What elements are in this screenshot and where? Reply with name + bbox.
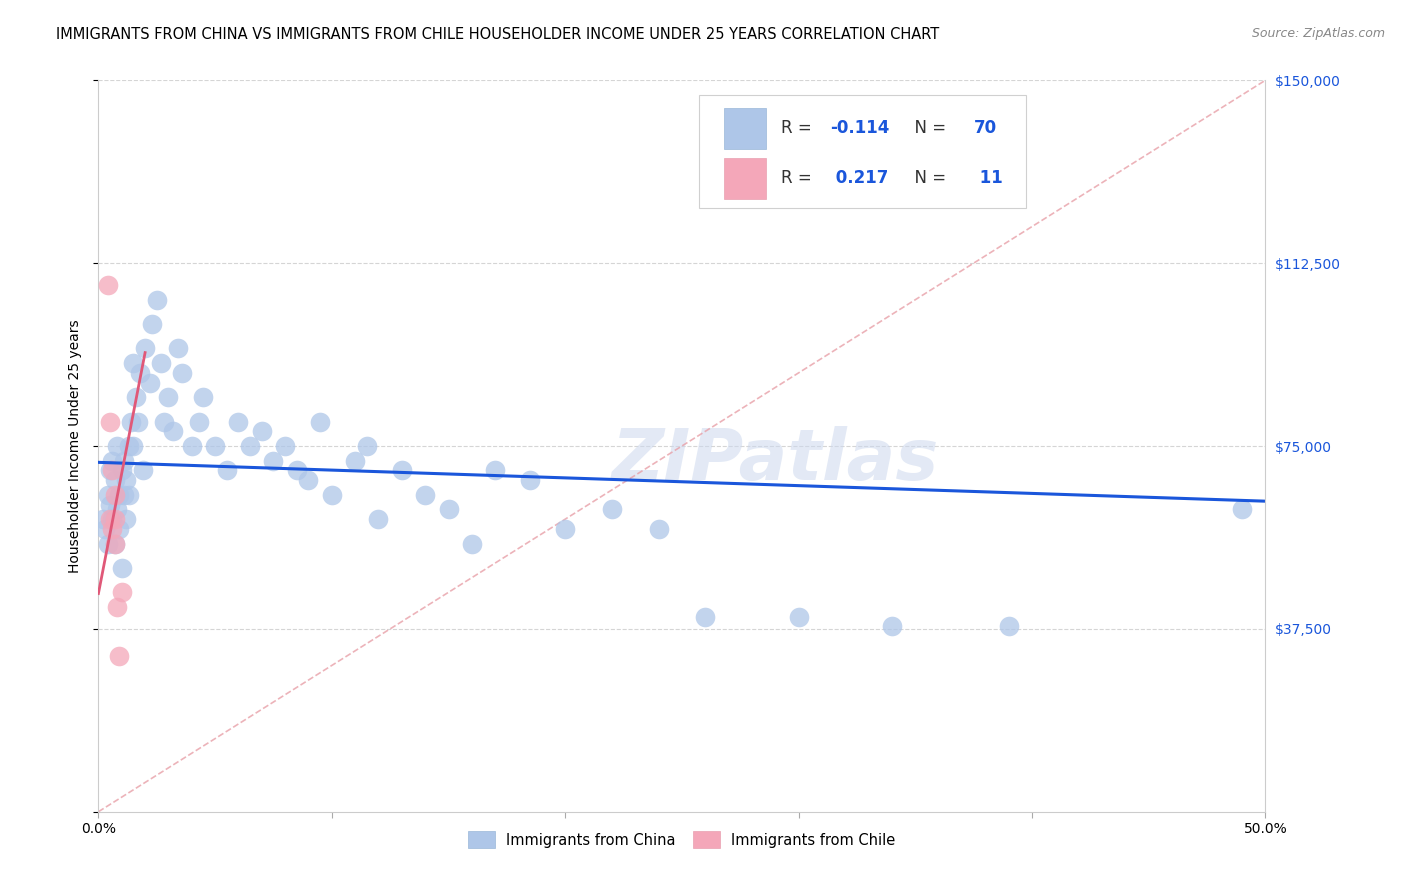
Point: [111, 585, 134, 599]
Point: [118, 488, 141, 502]
Point: [104, 536, 127, 550]
Text: N =: N =: [904, 169, 950, 187]
Point: [111, 561, 134, 575]
Point: [101, 463, 124, 477]
Point: [98, 512, 121, 526]
Point: [285, 463, 308, 477]
Point: [787, 609, 810, 624]
Point: [484, 463, 506, 477]
Point: [193, 390, 215, 404]
Text: -0.114: -0.114: [830, 120, 890, 137]
Point: [204, 439, 226, 453]
Point: [367, 512, 389, 526]
Text: IMMIGRANTS FROM CHINA VS IMMIGRANTS FROM CHILE HOUSEHOLDER INCOME UNDER 25 YEARS: IMMIGRANTS FROM CHINA VS IMMIGRANTS FROM…: [56, 27, 939, 42]
Point: [122, 439, 145, 453]
Text: R =: R =: [782, 169, 817, 187]
Point: [344, 453, 367, 467]
Point: [150, 356, 173, 370]
Point: [997, 619, 1019, 633]
Point: [132, 463, 155, 477]
Legend: Immigrants from China, Immigrants from Chile: Immigrants from China, Immigrants from C…: [461, 824, 903, 855]
Point: [112, 453, 135, 467]
Point: [108, 522, 131, 536]
Point: [98, 498, 121, 512]
Text: 0.217: 0.217: [830, 169, 889, 187]
FancyBboxPatch shape: [724, 158, 766, 199]
Text: N =: N =: [904, 120, 950, 137]
Point: [309, 415, 332, 429]
Point: [152, 415, 174, 429]
Point: [104, 488, 127, 502]
Point: [519, 473, 541, 487]
Text: 70: 70: [974, 120, 997, 137]
Point: [1230, 502, 1253, 516]
Text: R =: R =: [782, 120, 817, 137]
Point: [104, 473, 127, 487]
Point: [297, 473, 319, 487]
Point: [115, 512, 138, 526]
Point: [104, 512, 127, 526]
Point: [108, 488, 131, 502]
Point: [262, 453, 284, 467]
Text: 11: 11: [974, 169, 1002, 187]
Point: [250, 425, 273, 439]
Point: [180, 439, 202, 453]
Point: [97, 536, 120, 550]
Point: [321, 488, 343, 502]
FancyBboxPatch shape: [699, 95, 1026, 209]
Point: [105, 599, 128, 614]
Point: [139, 376, 162, 390]
Point: [101, 512, 124, 526]
Text: ZIPatlas: ZIPatlas: [612, 426, 939, 495]
Point: [239, 439, 262, 453]
Point: [228, 415, 250, 429]
Point: [134, 342, 156, 356]
Point: [356, 439, 378, 453]
Point: [141, 317, 163, 331]
Point: [461, 536, 484, 550]
Point: [97, 278, 120, 293]
Point: [101, 522, 124, 536]
Point: [880, 619, 903, 633]
Point: [108, 648, 131, 663]
Point: [215, 463, 238, 477]
Point: [118, 439, 141, 453]
Point: [98, 463, 121, 477]
Point: [162, 425, 184, 439]
Point: [600, 502, 623, 516]
Y-axis label: Householder Income Under 25 years: Householder Income Under 25 years: [67, 319, 82, 573]
Point: [391, 463, 413, 477]
Point: [120, 415, 142, 429]
Point: [105, 502, 128, 516]
Point: [101, 453, 124, 467]
Point: [647, 522, 669, 536]
Point: [94, 522, 117, 536]
Point: [554, 522, 576, 536]
Point: [413, 488, 436, 502]
Point: [104, 536, 127, 550]
Point: [146, 293, 169, 307]
Point: [157, 390, 180, 404]
Point: [98, 415, 121, 429]
Point: [166, 342, 188, 356]
Point: [122, 356, 145, 370]
Point: [437, 502, 460, 516]
Point: [172, 366, 194, 380]
FancyBboxPatch shape: [724, 108, 766, 149]
Point: [115, 473, 138, 487]
Point: [111, 463, 134, 477]
Point: [274, 439, 297, 453]
Point: [125, 390, 148, 404]
Point: [91, 512, 114, 526]
Point: [187, 415, 209, 429]
Point: [105, 439, 128, 453]
Text: Source: ZipAtlas.com: Source: ZipAtlas.com: [1251, 27, 1385, 40]
Point: [112, 488, 135, 502]
Point: [127, 415, 149, 429]
Point: [129, 366, 152, 380]
Point: [97, 488, 120, 502]
Point: [695, 609, 717, 624]
